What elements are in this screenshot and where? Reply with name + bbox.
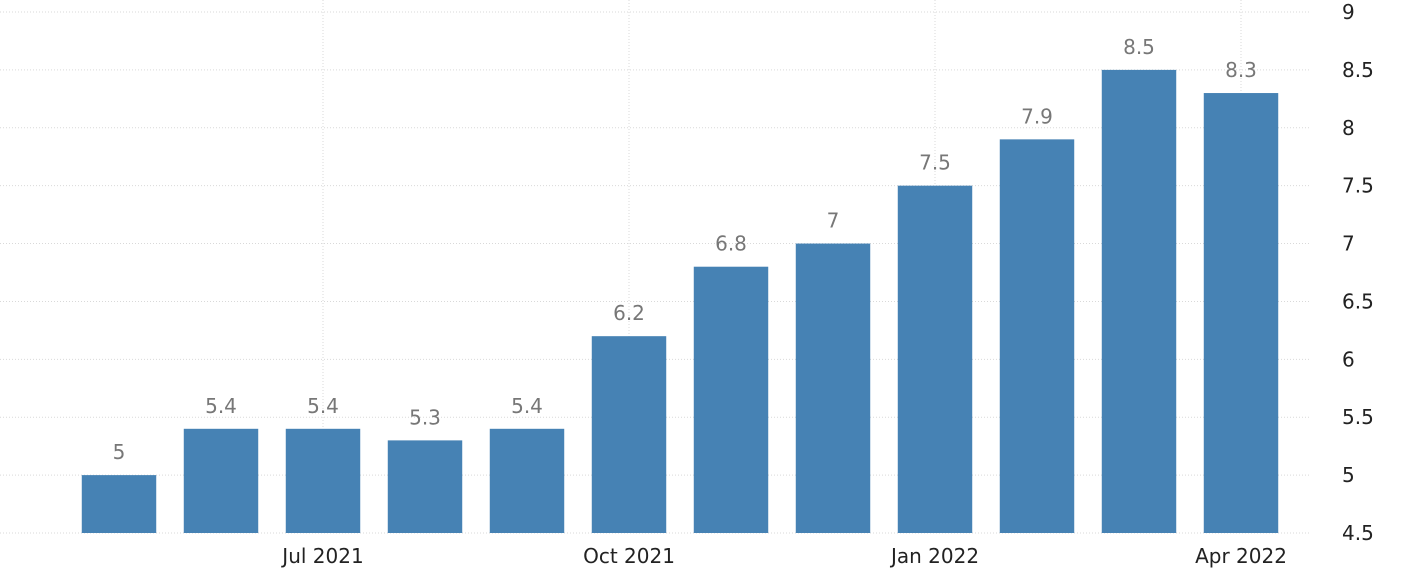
bar[interactable] [1203,93,1279,534]
y-tick-label: 7 [1342,232,1355,256]
y-tick-label: 5 [1342,463,1355,487]
x-tick-label: Apr 2022 [1195,544,1287,568]
bar[interactable] [795,243,871,534]
bar-value-label: 7.9 [1021,104,1053,128]
y-tick-label: 6 [1342,347,1355,371]
bar-value-label: 5.4 [511,394,543,418]
y-tick-label: 5.5 [1342,405,1374,429]
bar[interactable] [1101,69,1177,533]
y-tick-label: 7.5 [1342,174,1374,198]
bar[interactable] [897,185,973,533]
y-tick-label: 9 [1342,0,1355,24]
bar-value-label: 5 [113,440,126,464]
bar[interactable] [999,139,1075,533]
y-tick-label: 6.5 [1342,289,1374,313]
bars-layer [81,69,1279,534]
bar-value-label: 8.5 [1123,35,1155,59]
bar-value-label: 5.4 [205,394,237,418]
x-tick-label: Jul 2021 [280,544,363,568]
bar[interactable] [489,428,565,533]
bar[interactable] [387,440,463,533]
bar-value-label: 6.2 [613,301,645,325]
bar[interactable] [183,428,259,533]
bar-value-label: 5.3 [409,405,441,429]
bar-value-label: 5.4 [307,394,339,418]
bar[interactable] [81,475,157,533]
bar[interactable] [285,428,361,533]
bar[interactable] [591,336,667,533]
y-axis: 4.5 5 5.5 6 6.5 7 7.5 8 8.5 9 [1342,0,1374,545]
bar-value-label: 8.3 [1225,58,1257,82]
y-tick-label: 8 [1342,116,1355,140]
x-axis: Jul 2021 Oct 2021 Jan 2022 Apr 2022 [280,544,1287,568]
y-tick-label: 8.5 [1342,58,1374,82]
y-tick-label: 4.5 [1342,521,1374,545]
bar-value-label: 7.5 [919,151,951,175]
bar[interactable] [693,266,769,533]
data-labels-layer: 5 5.4 5.4 5.3 5.4 6.2 6.8 7 7.5 7.9 8.5 8.3 [113,35,1257,464]
bar-value-label: 7 [827,209,840,233]
bar-value-label: 6.8 [715,232,747,256]
x-tick-label: Jan 2022 [889,544,979,568]
x-tick-label: Oct 2021 [583,544,675,568]
